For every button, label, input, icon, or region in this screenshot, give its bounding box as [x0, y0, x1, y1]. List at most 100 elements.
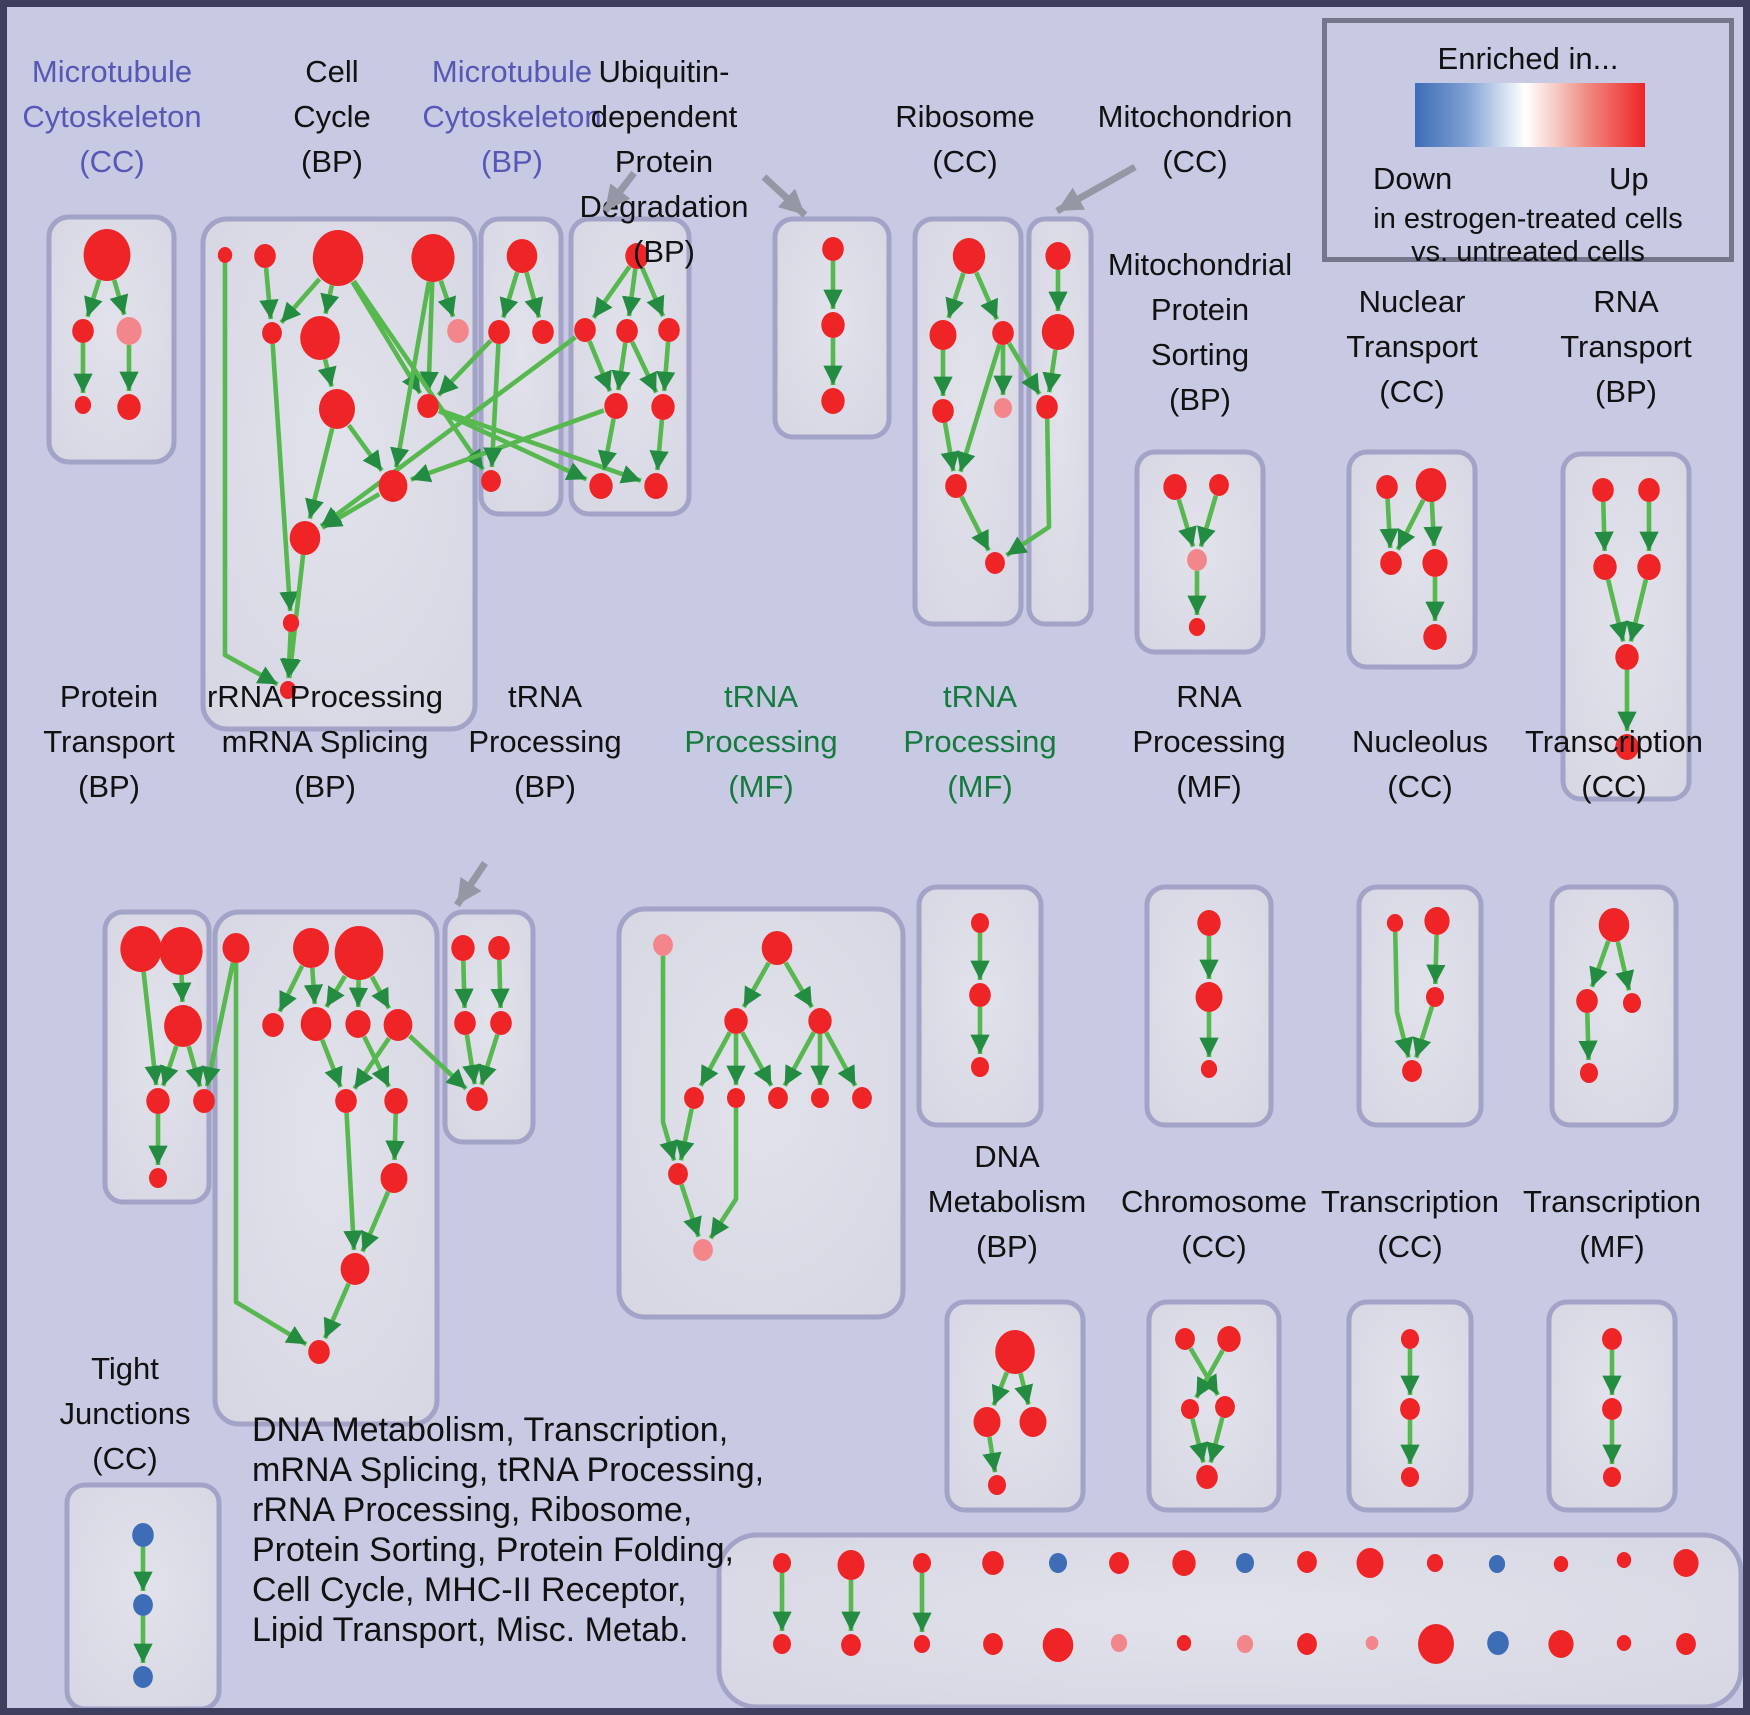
edge-tm4-tm9	[675, 1108, 695, 1161]
trna-bp-arrow	[454, 861, 488, 907]
node-rr11	[308, 1340, 330, 1364]
node-nu1	[1424, 907, 1450, 935]
node-cc1	[254, 244, 276, 268]
node-rb6	[985, 552, 1005, 574]
node-ub2	[616, 319, 638, 343]
edge-ub2-ub4	[611, 342, 631, 391]
edge-rr6-tp4	[408, 1034, 468, 1091]
node-rt2	[1593, 554, 1617, 580]
node-mx2b	[913, 1635, 931, 1653]
edge-mb0-mb2	[524, 271, 544, 319]
edge-cc1-cc4	[259, 267, 279, 320]
edge-dm0-dm1	[991, 1371, 1010, 1407]
node-tm8	[852, 1087, 872, 1109]
edge-ch2-ch4	[1189, 1418, 1209, 1463]
edge-cc3-cc6	[437, 279, 457, 318]
node-ub4	[604, 393, 628, 419]
node-t32	[1401, 1467, 1419, 1487]
node-mx4b	[1042, 1628, 1074, 1662]
node-mx0t	[773, 1553, 791, 1573]
edge-tm1-tm2	[741, 961, 771, 1009]
edge-tp2-tp4	[462, 1034, 482, 1085]
edge-nu2-nu3	[1412, 1005, 1435, 1059]
edge-nt1-nt2	[1395, 499, 1426, 551]
node-tm4	[684, 1087, 704, 1109]
node-t21	[969, 983, 991, 1007]
edge-tc1-tc3	[1578, 1012, 1598, 1061]
node-tj1	[133, 1594, 153, 1616]
edge-rr2-rr4	[324, 974, 347, 1009]
node-tm3	[808, 1008, 832, 1034]
cluster-label-ribosome-cc: Ribosome (CC)	[895, 99, 1035, 179]
node-nt4	[1423, 624, 1447, 650]
node-mx2t	[913, 1553, 931, 1573]
cluster-label-microtubule-cytoskeleton-bp: Microtubule Cytoskeleton (BP)	[422, 54, 601, 179]
node-mc2	[116, 317, 142, 345]
node-rb4	[994, 398, 1012, 418]
edge-rr4-rr7	[320, 1038, 343, 1088]
edge-tc0-tc1	[1589, 940, 1611, 988]
node-mx10b	[1418, 1624, 1454, 1664]
node-rt3	[1637, 554, 1661, 580]
edge-cc0-cc12	[222, 263, 279, 687]
node-rp2	[1200, 1060, 1218, 1078]
node-uc0	[822, 237, 844, 261]
node-mx3t	[982, 1551, 1004, 1575]
cluster-box-ribosome	[912, 216, 1024, 627]
node-nt3	[1422, 549, 1448, 577]
node-cc5	[300, 316, 340, 360]
node-mx5b	[1110, 1634, 1128, 1652]
cluster-box-mitochondrion	[1026, 216, 1094, 627]
cluster-box-nuclear-transport	[1346, 449, 1478, 670]
node-mb0	[506, 239, 538, 273]
edge-mb0-mb1	[499, 271, 520, 319]
cluster-label-rna-processing-mf: RNA Processing (MF)	[1132, 679, 1285, 804]
edge-tm3-tm6	[782, 1031, 816, 1087]
node-rb2	[992, 321, 1014, 345]
node-tm7	[811, 1088, 829, 1108]
node-cc2	[312, 230, 364, 286]
node-dm3	[988, 1475, 1006, 1495]
node-pt2	[164, 1005, 202, 1047]
node-ub6	[589, 473, 613, 499]
node-tp1	[488, 936, 510, 960]
node-cc6	[447, 319, 469, 343]
cluster-box-nucleolus	[1356, 884, 1484, 1128]
edge-pt0-pt3	[141, 971, 164, 1086]
edge-tp0-tp2	[454, 960, 474, 1009]
node-mt0	[1045, 242, 1071, 270]
node-mx7b	[1236, 1635, 1254, 1653]
edge-rr1-rr4	[303, 967, 324, 1005]
node-rt1	[1638, 478, 1660, 502]
node-ub7	[644, 473, 668, 499]
cluster-box-rrna-mrna	[212, 909, 440, 1427]
node-rb5	[945, 474, 967, 498]
node-nu2	[1426, 987, 1444, 1007]
edge-tm2-tm4	[698, 1031, 732, 1087]
node-tm6	[768, 1087, 788, 1109]
edge-cc3-cc9	[390, 281, 432, 468]
cluster-label-protein-transport-bp: Protein Transport (BP)	[43, 679, 175, 804]
edge-rr6-rr7	[352, 1036, 391, 1090]
network-svg: Microtubule Cytoskeleton (CC) Cell Cycle (BP)…	[22, 54, 1743, 1708]
node-uc1	[821, 312, 845, 338]
legend-up-label: Up	[1609, 161, 1649, 196]
cluster-label-transcription-cc-mid: Transcription (CC)	[1525, 724, 1703, 804]
edge-cc2-cc8	[350, 280, 423, 395]
node-mx11t	[1488, 1555, 1506, 1573]
edge-nt0-nt2	[1379, 498, 1399, 549]
node-ub0	[625, 243, 649, 269]
edge-ub3-ub5	[656, 341, 676, 392]
edge-mt1-mt2	[1042, 349, 1062, 393]
merged-clusters-text: DNA Metabolism, Transcription, mRNA Splic…	[252, 1411, 764, 1649]
node-mx9t	[1356, 1548, 1384, 1578]
node-rr2	[334, 926, 384, 980]
node-tm9	[668, 1163, 688, 1185]
edge-rr7-rr10	[343, 1112, 363, 1251]
edge-ch1-ch2	[1194, 1349, 1225, 1399]
node-pt4	[193, 1089, 215, 1113]
node-uc2	[821, 388, 845, 414]
node-cc12	[279, 681, 297, 699]
edge-tc0-tc2	[1615, 941, 1635, 991]
node-mb1	[488, 320, 510, 344]
